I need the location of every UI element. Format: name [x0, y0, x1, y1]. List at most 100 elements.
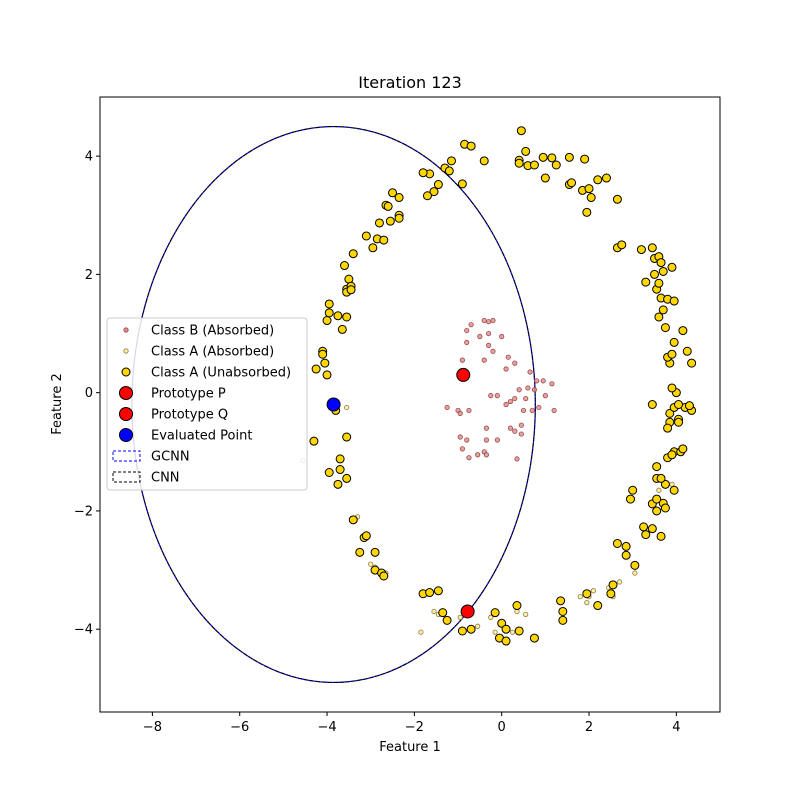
class-a-absorbed-point — [418, 629, 424, 635]
legend-marker — [119, 386, 133, 400]
class-a-unabsorbed-point — [446, 156, 456, 166]
class-a-unabsorbed-point — [606, 589, 616, 599]
class-a-unabsorbed-point — [660, 479, 670, 489]
class-a-unabsorbed-point — [556, 596, 566, 606]
class-a-unabsorbed-point — [654, 278, 664, 288]
class-a-unabsorbed-point — [630, 560, 640, 570]
class-a-unabsorbed-point — [374, 218, 384, 228]
class-b-absorbed-layer — [444, 317, 557, 462]
class-a-unabsorbed-point — [608, 580, 618, 590]
class-a-unabsorbed-point — [529, 160, 539, 170]
class-b-absorbed-point — [457, 410, 463, 416]
class-a-unabsorbed-point — [621, 541, 631, 551]
legend-entry: Class A (Absorbed) — [123, 345, 274, 360]
class-b-absorbed-point — [507, 425, 514, 431]
class-a-unabsorbed-point — [318, 349, 328, 359]
class-a-absorbed-point — [431, 608, 437, 615]
class-a-absorbed-point — [590, 588, 596, 594]
x-tick-label: 2 — [585, 720, 593, 735]
class-a-unabsorbed-point — [652, 462, 662, 472]
x-tick-label: −4 — [317, 720, 336, 735]
x-tick-label: 0 — [498, 720, 506, 735]
class-a-unabsorbed-point — [647, 243, 657, 253]
class-a-absorbed-point — [344, 404, 350, 411]
class-a-unabsorbed-point — [444, 166, 454, 176]
legend-marker — [112, 471, 141, 483]
class-b-absorbed-point — [494, 437, 500, 443]
class-a-absorbed-point — [656, 487, 662, 493]
class-a-unabsorbed-point — [656, 258, 666, 268]
class-a-absorbed-point — [475, 623, 481, 629]
class-a-unabsorbed-point — [438, 608, 448, 618]
legend: Class B (Absorbed) Class A (Absorbed) Clas… — [106, 317, 308, 491]
class-b-absorbed-point — [459, 357, 465, 363]
legend-entry: Class A (Unabsorbed) — [121, 366, 291, 381]
class-a-unabsorbed-point — [514, 626, 524, 636]
class-a-unabsorbed-point — [433, 586, 443, 596]
class-a-unabsorbed-point — [422, 191, 432, 201]
legend-marker — [123, 327, 129, 333]
class-a-unabsorbed-point — [501, 624, 511, 634]
class-a-unabsorbed-point — [667, 450, 677, 460]
class-a-unabsorbed-point — [466, 141, 476, 151]
plot-area — [131, 125, 697, 684]
legend-marker — [121, 367, 131, 377]
x-axis-label: Feature 1 — [379, 740, 441, 755]
class-a-unabsorbed-point — [593, 175, 603, 185]
legend-marker — [123, 348, 129, 354]
legend-label: Class B (Absorbed) — [151, 324, 274, 339]
class-a-unabsorbed-point — [641, 277, 651, 287]
legend-label: Evaluated Point — [151, 429, 252, 444]
x-tick-label: −8 — [143, 720, 162, 735]
class-a-unabsorbed-point — [322, 370, 332, 380]
ellipse-cnn — [131, 125, 536, 684]
class-b-absorbed-point — [503, 366, 509, 372]
class-a-unabsorbed-point — [348, 515, 358, 525]
class-b-absorbed-point — [525, 385, 531, 391]
class-a-absorbed-point — [488, 614, 494, 620]
class-a-unabsorbed-point — [665, 408, 675, 418]
class-b-absorbed-point — [505, 354, 511, 360]
chart-title: Iteration 123 — [358, 73, 462, 92]
class-a-unabsorbed-point — [558, 615, 568, 625]
class-a-unabsorbed-point — [682, 346, 692, 356]
class-b-absorbed-point — [466, 407, 472, 414]
y-tick-label: 2 — [85, 268, 93, 283]
class-b-absorbed-point — [542, 393, 548, 399]
class-b-absorbed-point — [483, 452, 490, 458]
class-a-unabsorbed-point — [320, 358, 330, 368]
class-b-absorbed-point — [481, 317, 487, 324]
class-a-unabsorbed-point — [538, 152, 548, 162]
class-a-unabsorbed-point — [361, 531, 371, 541]
class-a-unabsorbed-point — [654, 312, 664, 322]
class-a-unabsorbed-point — [582, 589, 592, 599]
x-axis-ticks: −8 −6 −4 −2 0 2 4 — [143, 712, 680, 735]
class-a-unabsorbed-point — [457, 626, 467, 636]
evaluated-point — [326, 397, 341, 412]
class-a-unabsorbed-point — [669, 296, 679, 306]
class-b-absorbed-point — [551, 407, 557, 414]
class-a-unabsorbed-point — [311, 364, 321, 374]
class-a-unabsorbed-point — [551, 160, 561, 170]
class-a-unabsorbed-point — [514, 158, 524, 168]
legend-label: Prototype P — [151, 387, 226, 402]
class-a-unabsorbed-point — [564, 152, 574, 162]
class-a-unabsorbed-point — [684, 401, 694, 411]
class-a-unabsorbed-point — [663, 423, 673, 433]
class-a-unabsorbed-point — [567, 178, 577, 188]
y-axis-label: Feature 2 — [50, 373, 65, 435]
class-a-unabsorbed-point — [512, 601, 522, 611]
class-b-absorbed-point — [444, 404, 450, 411]
highlighted-points-layer — [326, 367, 475, 619]
class-a-absorbed-point — [523, 611, 529, 618]
class-a-absorbed-point — [632, 570, 638, 576]
class-b-absorbed-point — [483, 437, 490, 443]
y-axis-ticks: −4 −2 0 2 4 — [74, 150, 100, 638]
class-a-unabsorbed-point — [658, 266, 668, 276]
class-a-unabsorbed-point — [669, 485, 679, 495]
class-b-absorbed-point — [494, 393, 500, 399]
class-a-absorbed-point — [510, 629, 516, 635]
class-a-unabsorbed-point — [333, 479, 343, 489]
class-a-unabsorbed-point — [442, 615, 452, 625]
class-a-unabsorbed-point — [678, 326, 688, 336]
